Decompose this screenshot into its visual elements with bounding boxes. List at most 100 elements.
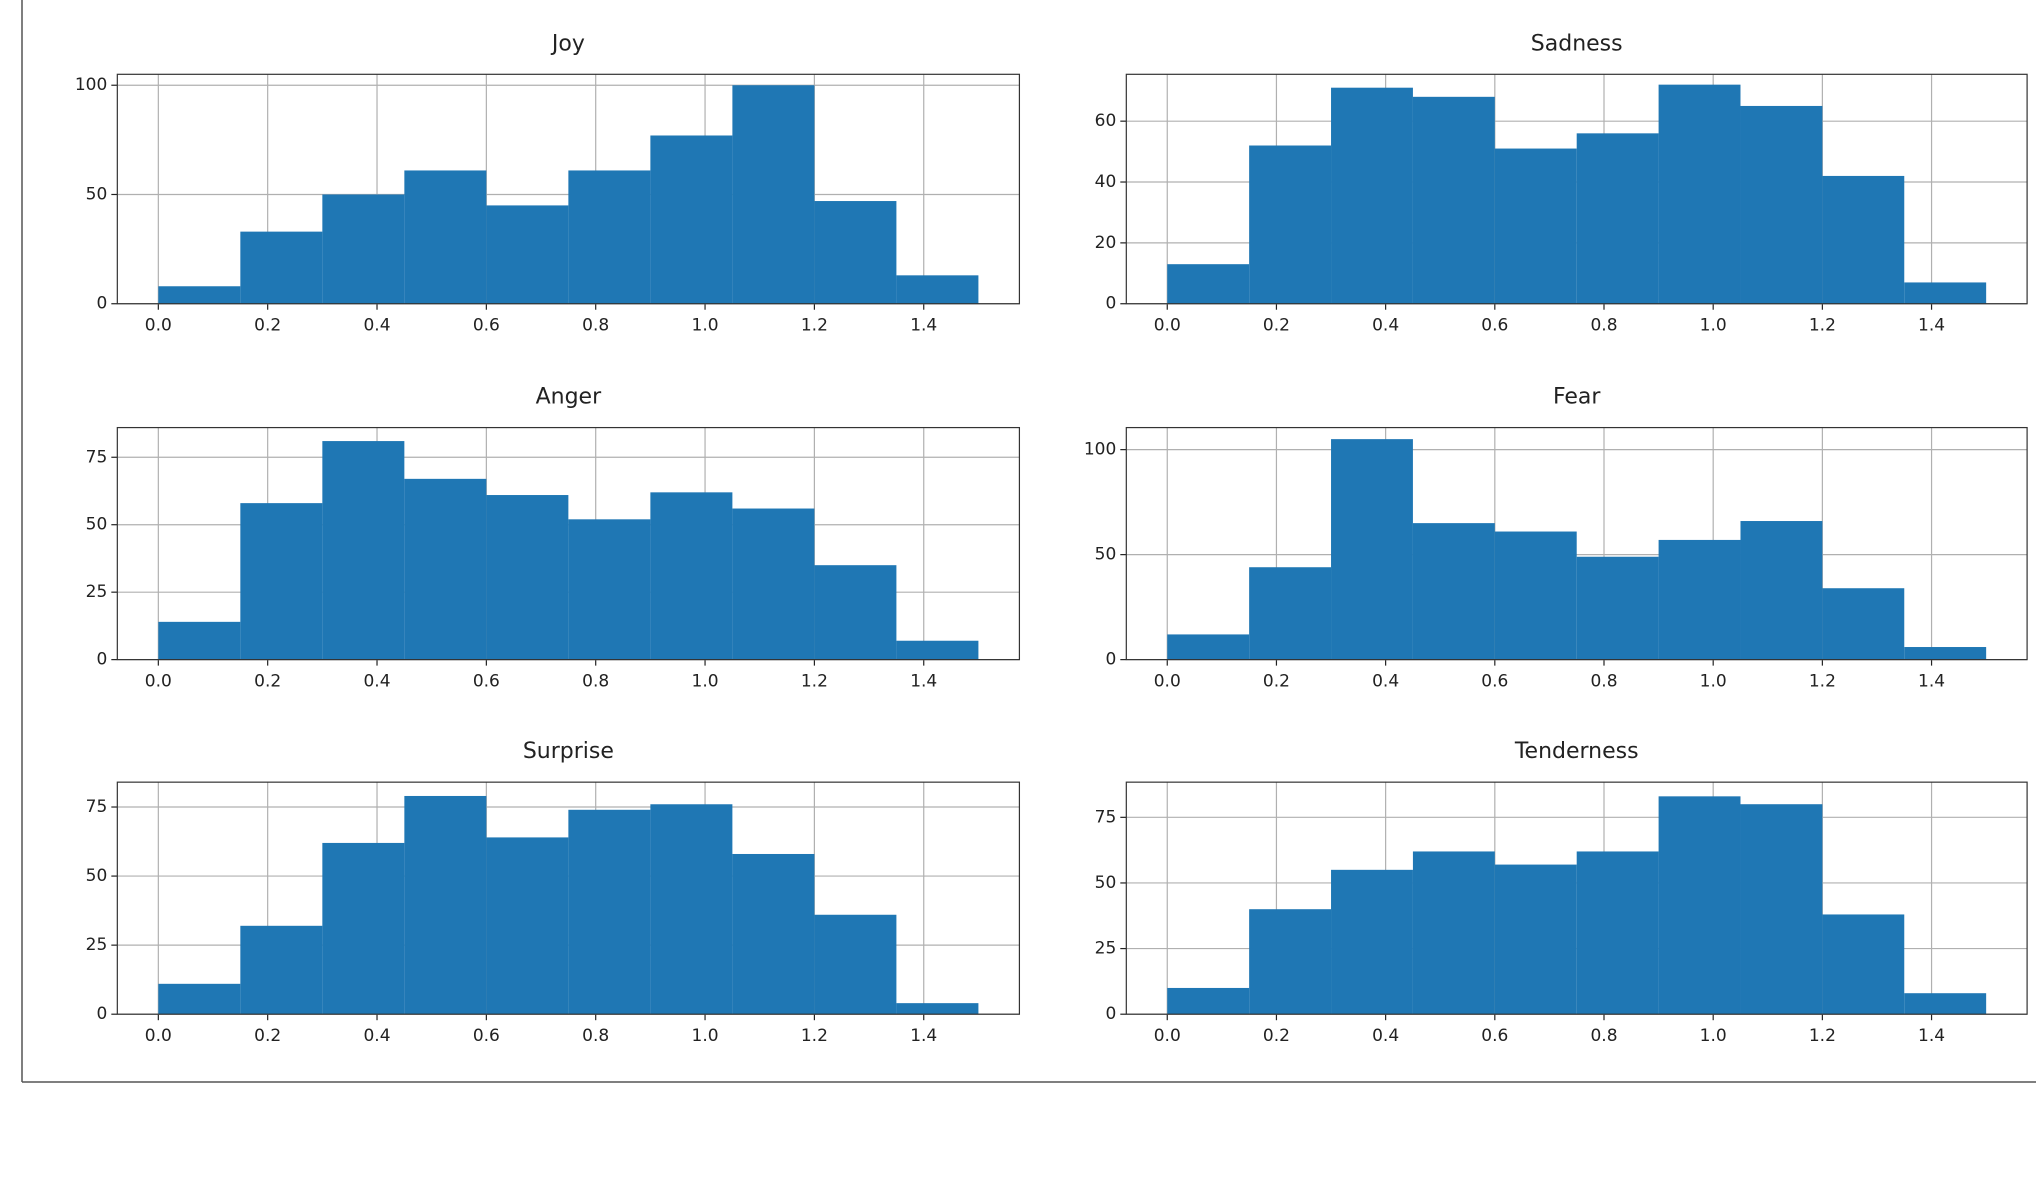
x-tick-label: 1.2: [1809, 316, 1836, 336]
bar: [650, 492, 733, 660]
x-tick-label: 1.2: [801, 672, 828, 692]
bar: [1822, 175, 1905, 304]
x-tick-label: 0.0: [145, 316, 172, 336]
bar: [1249, 567, 1332, 660]
x-tick-label: 1.2: [1809, 1026, 1836, 1046]
y-tick-label: 0: [1105, 1004, 1116, 1024]
x-tick-label: 1.4: [910, 672, 937, 692]
axes-frame: [116, 781, 1021, 1015]
subplot-title: Anger: [536, 385, 602, 410]
bar: [240, 925, 323, 1015]
x-tick-label: 1.4: [910, 1026, 937, 1046]
y-tick-label: 0: [96, 650, 107, 670]
y-tick-label: 50: [1095, 873, 1117, 893]
bar: [814, 201, 897, 304]
x-tick-label: 0.2: [1263, 1026, 1290, 1046]
bar: [486, 837, 569, 1015]
y-tick-label: 75: [86, 797, 108, 817]
y-tick-label: 25: [86, 935, 108, 955]
x-tick-label: 0.6: [473, 672, 500, 692]
x-tick-label: 0.0: [145, 672, 172, 692]
bar: [568, 809, 651, 1015]
bar: [732, 85, 815, 304]
y-tick-label: 60: [1095, 111, 1117, 131]
bar: [896, 275, 979, 304]
x-tick-label: 0.8: [1590, 1026, 1617, 1046]
bar: [404, 478, 487, 660]
x-tick-label: 0.0: [145, 1026, 172, 1046]
x-tick-label: 0.2: [1263, 672, 1290, 692]
x-tick-label: 1.4: [1918, 672, 1945, 692]
bar: [1167, 987, 1250, 1015]
bar: [1904, 647, 1987, 660]
y-tick-label: 50: [86, 866, 108, 886]
x-tick-label: 1.0: [1700, 672, 1727, 692]
y-tick-label: 40: [1095, 172, 1117, 192]
x-tick-label: 0.0: [1154, 1026, 1181, 1046]
bar: [650, 135, 733, 304]
bar: [1576, 851, 1659, 1015]
bar: [1494, 148, 1577, 304]
bar: [568, 519, 651, 660]
x-tick-label: 0.6: [1481, 672, 1508, 692]
x-tick-label: 0.6: [1481, 1026, 1508, 1046]
bar: [486, 495, 569, 660]
x-tick-label: 1.2: [1809, 672, 1836, 692]
x-tick-label: 0.2: [254, 316, 281, 336]
x-tick-label: 0.8: [582, 1026, 609, 1046]
bar: [1331, 439, 1413, 660]
y-tick-label: 20: [1095, 233, 1117, 253]
bar: [650, 804, 733, 1015]
x-tick-label: 0.0: [1154, 316, 1181, 336]
bar: [1412, 851, 1495, 1015]
axes-frame: [1125, 426, 2028, 661]
bar: [1331, 87, 1413, 304]
x-tick-label: 0.6: [473, 1026, 500, 1046]
x-tick-label: 0.4: [1372, 316, 1399, 336]
y-tick-label: 0: [1105, 650, 1116, 670]
x-tick-label: 0.8: [1590, 672, 1617, 692]
bar: [404, 170, 487, 304]
bar: [1658, 796, 1741, 1015]
x-tick-label: 0.8: [1590, 316, 1617, 336]
x-tick-label: 0.4: [363, 316, 390, 336]
bar: [158, 983, 241, 1015]
y-tick-label: 0: [1105, 294, 1116, 314]
y-tick-label: 50: [86, 515, 108, 535]
y-tick-label: 25: [86, 582, 108, 602]
bar: [1904, 993, 1987, 1015]
y-tick-label: 0: [96, 294, 107, 314]
subplot-title: Sadness: [1531, 31, 1623, 56]
x-tick-label: 0.4: [1372, 672, 1399, 692]
bar: [732, 508, 815, 660]
bar: [322, 441, 405, 660]
bar: [1167, 634, 1250, 660]
bar: [1658, 539, 1741, 660]
bar: [322, 194, 405, 304]
x-tick-label: 1.4: [1918, 1026, 1945, 1046]
bar: [1167, 264, 1250, 304]
bar: [1822, 588, 1905, 660]
subplot-title: Joy: [550, 31, 585, 56]
x-tick-label: 0.0: [1154, 672, 1181, 692]
bar: [1494, 864, 1577, 1015]
x-tick-label: 1.0: [692, 1026, 719, 1046]
x-tick-label: 0.8: [582, 672, 609, 692]
bar: [1904, 282, 1987, 304]
x-tick-label: 1.0: [692, 672, 719, 692]
bar: [158, 286, 241, 304]
x-tick-label: 0.6: [473, 316, 500, 336]
bar: [486, 205, 569, 304]
bar: [732, 853, 815, 1015]
x-tick-label: 1.2: [801, 1026, 828, 1046]
bar: [814, 565, 897, 660]
bar: [1412, 523, 1495, 660]
x-tick-label: 1.0: [1700, 316, 1727, 336]
bar: [1412, 96, 1495, 304]
bar: [896, 640, 979, 660]
bar: [1249, 145, 1332, 304]
bar: [896, 1003, 979, 1015]
x-tick-label: 1.0: [1700, 1026, 1727, 1046]
bar: [568, 170, 651, 304]
